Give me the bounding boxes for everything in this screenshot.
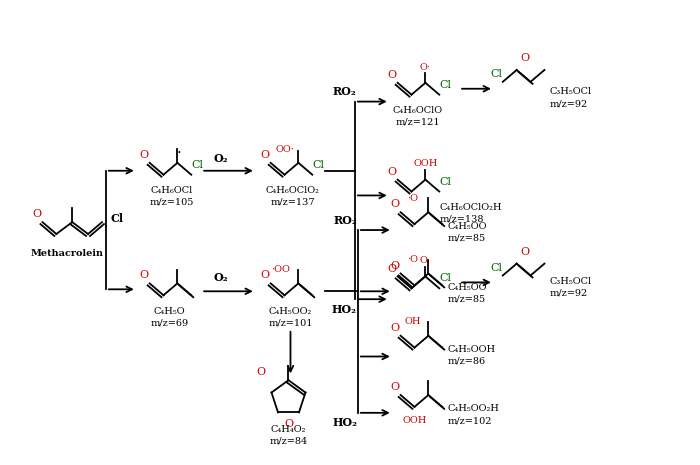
Text: ·O: ·O xyxy=(407,194,418,203)
Text: m/z=92: m/z=92 xyxy=(550,289,588,298)
Text: m/z=85: m/z=85 xyxy=(447,233,485,242)
Text: m/z=84: m/z=84 xyxy=(270,437,307,446)
Text: OO·: OO· xyxy=(275,145,294,153)
Text: O: O xyxy=(387,264,396,273)
Text: O: O xyxy=(390,199,399,209)
Text: O: O xyxy=(256,367,265,377)
Text: OOH: OOH xyxy=(413,159,438,168)
Text: Cl: Cl xyxy=(111,213,123,224)
Text: O: O xyxy=(260,150,270,160)
Text: C₃H₅OCl: C₃H₅OCl xyxy=(550,277,592,286)
Text: Methacrolein: Methacrolein xyxy=(31,249,104,258)
Text: O: O xyxy=(390,323,399,333)
Text: O: O xyxy=(387,70,396,80)
Text: m/z=138: m/z=138 xyxy=(440,215,484,224)
Text: C₄H₅OO: C₄H₅OO xyxy=(447,222,486,231)
Text: m/z=92: m/z=92 xyxy=(550,99,588,108)
Text: m/z=102: m/z=102 xyxy=(447,416,491,425)
Text: O·: O· xyxy=(420,62,431,72)
Text: HO₂: HO₂ xyxy=(332,304,356,315)
Text: O: O xyxy=(520,53,529,63)
Text: O: O xyxy=(139,150,148,160)
Text: C₄H₅OO₂H: C₄H₅OO₂H xyxy=(447,405,499,413)
Text: m/z=101: m/z=101 xyxy=(268,319,313,327)
Text: C₄H₅O: C₄H₅O xyxy=(153,306,186,316)
Text: m/z=85: m/z=85 xyxy=(447,295,485,304)
Text: C₄H₄O₂: C₄H₄O₂ xyxy=(271,425,306,434)
Text: O₂: O₂ xyxy=(214,153,228,165)
Text: C₄H₆OClO: C₄H₆OClO xyxy=(393,106,442,115)
Text: Cl: Cl xyxy=(439,177,452,186)
Text: O₂: O₂ xyxy=(214,272,228,283)
Text: m/z=69: m/z=69 xyxy=(150,319,188,327)
Text: O: O xyxy=(284,418,293,429)
Text: ·: · xyxy=(177,146,182,160)
Text: Cl: Cl xyxy=(491,263,503,272)
Text: m/z=137: m/z=137 xyxy=(270,198,315,207)
Text: Cl: Cl xyxy=(312,160,324,170)
Text: C₄H₆OClO₂: C₄H₆OClO₂ xyxy=(265,186,319,195)
Text: m/z=86: m/z=86 xyxy=(447,357,485,366)
Text: C₃H₅OCl: C₃H₅OCl xyxy=(550,87,592,96)
Text: Cl: Cl xyxy=(491,69,503,79)
Text: O: O xyxy=(32,209,41,219)
Text: OH: OH xyxy=(405,318,421,326)
Text: O: O xyxy=(390,382,399,392)
Text: O: O xyxy=(260,271,270,280)
Text: OOH: OOH xyxy=(402,416,427,425)
Text: ·O: ·O xyxy=(407,255,418,264)
Text: Cl: Cl xyxy=(439,80,452,90)
Text: C₄H₅OO: C₄H₅OO xyxy=(447,283,486,292)
Text: O: O xyxy=(390,260,399,271)
Text: O: O xyxy=(520,247,529,257)
Text: RO₂: RO₂ xyxy=(332,86,356,97)
Text: C₄H₅OOH: C₄H₅OOH xyxy=(447,345,496,354)
Text: RO₂: RO₂ xyxy=(333,215,357,226)
Text: C₄H₆OClO₂H: C₄H₆OClO₂H xyxy=(440,203,502,212)
Text: O: O xyxy=(139,271,148,280)
Text: Cl: Cl xyxy=(439,273,452,284)
Text: O·: O· xyxy=(420,256,431,265)
Text: m/z=121: m/z=121 xyxy=(395,118,440,127)
Text: C₄H₅OO₂: C₄H₅OO₂ xyxy=(269,306,312,316)
Text: Cl: Cl xyxy=(191,160,203,170)
Text: HO₂: HO₂ xyxy=(332,417,358,428)
Text: O: O xyxy=(387,167,396,177)
Text: ·OO: ·OO xyxy=(271,265,290,274)
Text: C₄H₆OCl: C₄H₆OCl xyxy=(150,186,193,195)
Text: m/z=105: m/z=105 xyxy=(149,198,194,207)
